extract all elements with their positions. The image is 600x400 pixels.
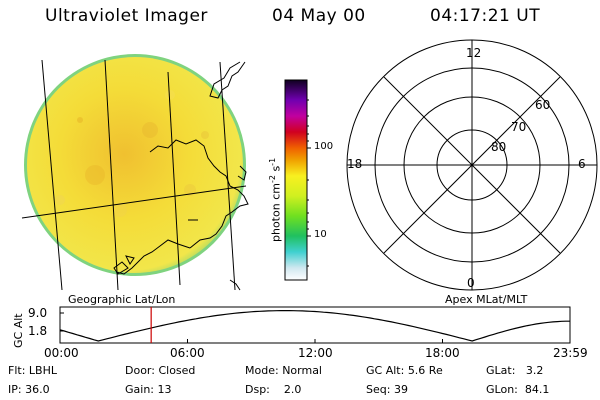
timeline-xtick-0600: 06:00 — [170, 346, 205, 360]
apex-label: Apex MLat/MLT — [445, 293, 528, 306]
dsp-value: 2.0 — [283, 383, 302, 396]
timeline-xtick-1800: 18:00 — [425, 346, 460, 360]
colorbar-unit-label: photon cm-2 s-1 — [268, 157, 283, 242]
mode-field: Mode: Normal — [245, 364, 322, 377]
timeline-ytick-top: 9.0 — [28, 306, 48, 320]
door-field: Door: Closed — [125, 364, 196, 377]
mlat-label-80: 80 — [491, 140, 507, 154]
ip-value: 36.0 — [25, 383, 50, 396]
mlat-label-60: 60 — [535, 98, 551, 112]
mlt-label-18: 18 — [347, 157, 363, 171]
gain-value: 13 — [157, 383, 172, 396]
instrument-title: Ultraviolet Imager — [45, 6, 208, 26]
color-scale-bar — [284, 79, 311, 281]
geographic-label: Geographic Lat/Lon — [68, 293, 176, 306]
glon-field: GLon: 84.1 — [486, 383, 550, 396]
mlat-label-70: 70 — [511, 120, 527, 134]
door-value: Closed — [158, 364, 196, 377]
seq-field: Seq: 39 — [366, 383, 408, 396]
filter-value: LBHL — [28, 364, 57, 377]
gain-field: Gain: 13 — [125, 383, 172, 396]
gc-alt-field: GC Alt: 5.6 Re — [366, 364, 443, 377]
polar-plot — [346, 39, 598, 291]
altitude-timeline — [59, 306, 571, 344]
earth-image — [21, 54, 249, 291]
altitude-curve — [59, 310, 570, 342]
mlt-label-0: 0 — [467, 276, 475, 290]
glon-value: 84.1 — [524, 383, 550, 396]
mlt-label-6: 6 — [578, 157, 586, 171]
date-label: 04 May 00 — [272, 6, 366, 26]
mode-value: Normal — [282, 364, 322, 377]
filter-field: Flt: LBHL — [8, 364, 57, 377]
glat-field: GLat: 3.2 — [486, 364, 544, 377]
mlt-label-12: 12 — [466, 46, 482, 60]
timeline-xtick-0000: 00:00 — [44, 346, 79, 360]
gc-alt-value: 5.6 Re — [407, 364, 443, 377]
ip-field: IP: 36.0 — [8, 383, 50, 396]
colorbar-tick-100: 100 — [314, 141, 334, 152]
timeline-xtick-2359: 23:59 — [553, 346, 588, 360]
seq-value: 39 — [393, 383, 408, 396]
glat-value: 3.2 — [525, 364, 544, 377]
timeline-ytick-bottom: 1.8 — [28, 324, 48, 338]
time-label: 04:17:21 UT — [430, 6, 541, 26]
colorbar-tick-10: 10 — [314, 229, 327, 240]
timeline-ylabel: GC Alt — [12, 313, 25, 348]
timeline-xtick-1200: 12:00 — [298, 346, 333, 360]
dsp-field: Dsp: 2.0 — [245, 383, 302, 396]
